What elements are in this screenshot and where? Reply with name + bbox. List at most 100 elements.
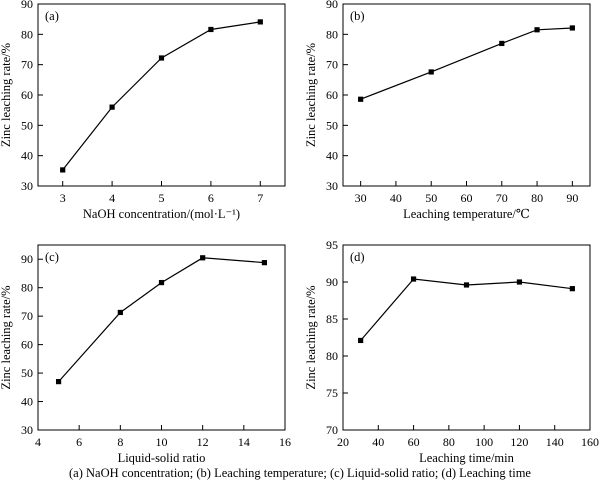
x-tick-label-d-1: 40 xyxy=(372,435,384,449)
data-point-b-4 xyxy=(569,25,575,31)
data-point-b-0 xyxy=(358,96,364,102)
data-point-a-4 xyxy=(257,19,263,25)
x-tick-label-c-1: 6 xyxy=(76,435,82,449)
plot-frame-b xyxy=(342,3,591,187)
y-axis-label-b: Zinc leaching rate/% xyxy=(304,43,318,147)
data-point-b-3 xyxy=(534,27,540,33)
y-tick-label-b-4: 70 xyxy=(326,58,338,72)
x-tick-label-a-1: 4 xyxy=(109,191,115,205)
x-tick-label-a-4: 7 xyxy=(257,191,263,205)
x-tick-label-a-3: 6 xyxy=(208,191,214,205)
series-line-b xyxy=(360,27,573,100)
y-tick-label-a-6: 90 xyxy=(21,0,33,11)
y-tick-label-a-3: 60 xyxy=(21,88,33,102)
y-tick-label-a-0: 30 xyxy=(21,179,33,193)
x-tick-label-a-2: 5 xyxy=(159,191,165,205)
plot-frame-a xyxy=(37,3,286,187)
y-tick-label-d-3: 85 xyxy=(326,312,338,326)
y-tick-label-a-4: 70 xyxy=(21,58,33,72)
y-axis-label-d: Zinc leaching rate/% xyxy=(304,285,318,389)
x-tick-label-d-7: 160 xyxy=(581,435,599,449)
chart-panel-c: 4 6 8 10 12 14 16 30 40 50 60 70 80 90 (c) Liquid-solid… xyxy=(0,244,291,465)
x-tick-label-b-1: 40 xyxy=(390,191,402,205)
y-tick-label-d-4: 90 xyxy=(326,275,338,289)
chart-panel-d: 20 40 60 80 100 120 140 160 70 75 80 85 90 95 (d) Leach… xyxy=(304,238,599,465)
data-point-c-0 xyxy=(55,379,62,385)
y-tick-label-b-5: 80 xyxy=(326,27,338,41)
x-tick-label-b-4: 70 xyxy=(496,191,508,205)
y-tick-label-c-4: 70 xyxy=(21,309,33,323)
x-axis-label-d: Leaching time/min xyxy=(419,451,515,465)
y-tick-label-a-5: 80 xyxy=(21,27,33,41)
x-tick-label-c-0: 4 xyxy=(35,435,41,449)
x-tick-label-d-4: 100 xyxy=(475,435,493,449)
plot-frame-c xyxy=(37,244,286,431)
y-tick-label-b-1: 40 xyxy=(326,149,338,163)
x-axis-label-b: Leaching temperature/℃ xyxy=(403,207,530,221)
x-tick-label-b-6: 90 xyxy=(566,191,578,205)
y-tick-label-d-2: 80 xyxy=(326,349,338,363)
data-point-a-2 xyxy=(158,55,165,61)
data-point-a-1 xyxy=(109,104,115,110)
x-tick-label-c-2: 8 xyxy=(117,435,123,449)
x-tick-label-b-5: 80 xyxy=(531,191,543,205)
series-line-a xyxy=(62,21,261,171)
series-line-d xyxy=(360,278,573,341)
panel-label-d: (d) xyxy=(350,250,365,264)
y-tick-label-c-0: 30 xyxy=(21,423,33,437)
data-point-c-2 xyxy=(158,279,165,286)
data-point-b-1 xyxy=(428,69,434,75)
data-point-d-2 xyxy=(463,282,470,288)
x-tick-label-c-6: 16 xyxy=(279,435,291,449)
data-point-d-4 xyxy=(569,286,575,292)
panel-label-a: (a) xyxy=(45,9,59,23)
y-tick-label-c-2: 50 xyxy=(21,366,33,380)
x-tick-label-d-5: 120 xyxy=(510,435,528,449)
x-tick-label-c-5: 14 xyxy=(238,435,250,449)
data-point-c-4 xyxy=(261,260,268,266)
data-point-d-3 xyxy=(516,279,523,285)
series-line-c xyxy=(58,257,265,382)
y-tick-label-d-1: 75 xyxy=(326,386,338,400)
y-axis-label-a: Zinc leaching rate/% xyxy=(0,43,13,147)
x-tick-label-d-0: 20 xyxy=(337,435,349,449)
data-point-b-2 xyxy=(499,40,505,47)
y-tick-label-a-2: 50 xyxy=(21,118,33,132)
x-tick-label-c-4: 12 xyxy=(197,435,209,449)
panel-label-b: (b) xyxy=(350,9,365,23)
x-tick-label-c-3: 10 xyxy=(156,435,168,449)
data-point-d-1 xyxy=(410,276,417,282)
x-tick-label-d-2: 60 xyxy=(408,435,420,449)
data-point-a-0 xyxy=(60,167,66,173)
x-tick-label-d-6: 140 xyxy=(546,435,564,449)
y-tick-label-c-5: 80 xyxy=(21,281,33,295)
x-tick-label-b-3: 60 xyxy=(461,191,473,205)
y-tick-label-d-0: 70 xyxy=(326,423,338,437)
x-tick-label-b-2: 50 xyxy=(425,191,437,205)
y-tick-label-b-6: 90 xyxy=(326,0,338,11)
data-point-d-0 xyxy=(358,337,364,344)
y-tick-label-d-5: 95 xyxy=(326,238,338,252)
y-axis-label-c: Zinc leaching rate/% xyxy=(0,285,13,389)
chart-panel-b: 30 40 50 60 70 80 90 30 40 50 60 70 80 90 (b) Leaching … xyxy=(304,0,591,221)
x-axis-label-c: Liquid-solid ratio xyxy=(118,451,206,465)
panel-label-c: (c) xyxy=(45,250,59,264)
data-point-c-1 xyxy=(117,309,123,316)
y-tick-label-c-1: 40 xyxy=(21,395,33,409)
y-tick-label-b-3: 60 xyxy=(326,88,338,102)
chart-panel-a: 3 4 5 6 7 30 40 50 60 70 80 90 (a) NaOH concentration… xyxy=(0,0,286,221)
y-tick-label-c-3: 60 xyxy=(21,338,33,352)
x-axis-label-a: NaOH concentration/(mol·L⁻¹) xyxy=(83,207,240,221)
x-tick-label-a-0: 3 xyxy=(60,191,66,205)
data-point-c-3 xyxy=(200,255,206,261)
y-tick-label-a-1: 40 xyxy=(21,149,33,163)
plot-frame-d xyxy=(342,244,591,431)
y-tick-label-b-0: 30 xyxy=(326,179,338,193)
x-tick-label-b-0: 30 xyxy=(355,191,367,205)
x-tick-label-d-3: 80 xyxy=(443,435,455,449)
y-tick-label-b-2: 50 xyxy=(326,118,338,132)
data-point-a-3 xyxy=(208,26,214,33)
figure-caption: (a) NaOH concentration; (b) Leaching tem… xyxy=(69,466,531,480)
y-tick-label-c-6: 90 xyxy=(21,252,33,266)
